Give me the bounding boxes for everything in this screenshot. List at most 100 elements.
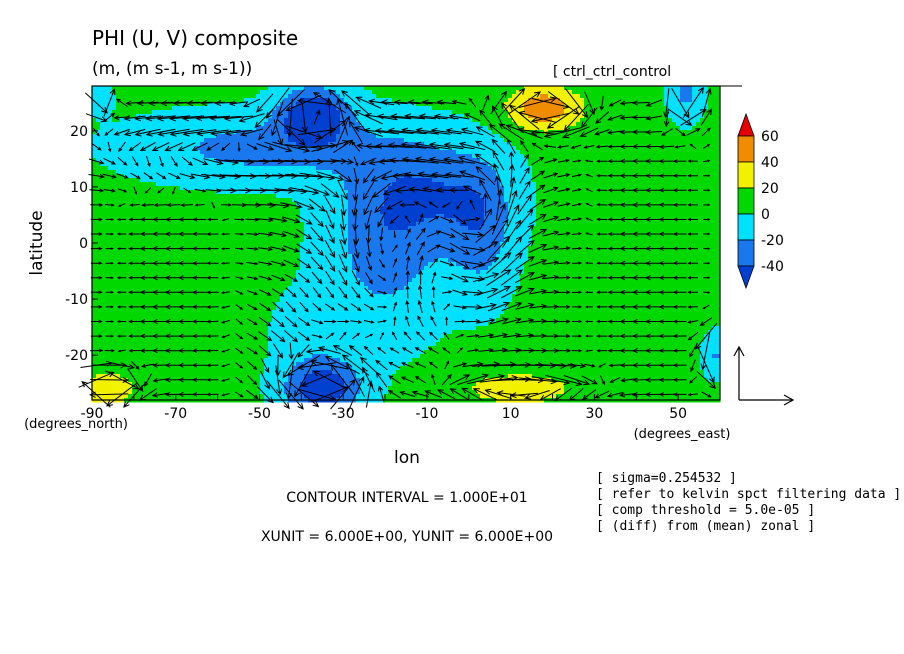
field-cell [120, 206, 125, 211]
field-cell [500, 138, 505, 143]
field-cell [660, 126, 665, 131]
field-cell [268, 106, 273, 111]
field-cell [320, 186, 325, 191]
field-cell [364, 194, 369, 199]
field-cell [640, 86, 645, 91]
field-cell [116, 182, 121, 187]
field-cell [428, 110, 433, 115]
field-cell [316, 150, 321, 155]
field-cell [612, 114, 617, 119]
field-cell [260, 102, 265, 107]
field-cell [300, 170, 305, 175]
field-cell [208, 118, 213, 123]
field-cell [232, 146, 237, 151]
field-cell [224, 122, 229, 127]
field-cell [704, 98, 709, 103]
field-cell [516, 98, 521, 103]
field-cell [276, 190, 281, 195]
field-cell [212, 162, 217, 167]
field-cell [680, 186, 685, 191]
field-cell [656, 178, 661, 183]
field-cell [352, 170, 357, 175]
field-cell [352, 206, 357, 211]
field-cell [96, 206, 101, 211]
field-cell [108, 102, 113, 107]
field-cell [268, 122, 273, 127]
field-cell [652, 202, 657, 207]
field-cell [456, 110, 461, 115]
field-cell [476, 134, 481, 139]
field-cell [492, 198, 497, 203]
field-cell [660, 182, 665, 187]
field-cell [268, 134, 273, 139]
field-cell [396, 198, 401, 203]
field-cell [136, 194, 141, 199]
field-cell [428, 182, 433, 187]
field-cell [664, 142, 669, 147]
field-cell [712, 182, 717, 187]
field-cell [568, 162, 573, 167]
field-cell [252, 154, 257, 159]
field-cell [160, 146, 165, 151]
field-cell [632, 150, 637, 155]
field-cell [112, 166, 117, 171]
field-cell [644, 154, 649, 159]
field-cell [148, 170, 153, 175]
field-cell [692, 110, 697, 115]
field-cell [604, 154, 609, 159]
field-cell [156, 90, 161, 95]
field-cell [632, 154, 637, 159]
field-cell [632, 138, 637, 143]
field-cell [272, 150, 277, 155]
field-cell [492, 202, 497, 207]
field-cell [260, 146, 265, 151]
field-cell [404, 202, 409, 207]
field-cell [168, 94, 173, 99]
field-cell [256, 102, 261, 107]
field-cell [140, 210, 145, 215]
field-cell [552, 98, 557, 103]
field-cell [172, 106, 177, 111]
field-cell [320, 150, 325, 155]
field-cell [208, 162, 213, 167]
field-cell [440, 178, 445, 183]
field-cell [560, 202, 565, 207]
field-cell [544, 186, 549, 191]
field-cell [500, 154, 505, 159]
field-cell [176, 126, 181, 131]
field-cell [544, 194, 549, 199]
field-cell [416, 206, 421, 211]
field-cell [688, 118, 693, 123]
field-cell [528, 130, 533, 135]
field-cell [96, 182, 101, 187]
field-cell [676, 102, 681, 107]
field-cell [688, 130, 693, 135]
field-cell [596, 146, 601, 151]
field-cell [624, 106, 629, 111]
field-cell [244, 110, 249, 115]
field-cell [576, 190, 581, 195]
field-cell [332, 190, 337, 195]
field-cell [600, 90, 605, 95]
field-cell [644, 98, 649, 103]
field-cell [116, 166, 121, 171]
field-cell [188, 206, 193, 211]
field-cell [140, 138, 145, 143]
field-cell [128, 178, 133, 183]
field-cell [116, 198, 121, 203]
field-cell [92, 98, 97, 103]
field-cell [460, 138, 465, 143]
field-cell [164, 182, 169, 187]
field-cell [332, 118, 337, 123]
field-cell [576, 186, 581, 191]
field-cell [304, 86, 309, 91]
field-cell [96, 86, 101, 91]
field-cell [624, 198, 629, 203]
field-cell [536, 210, 541, 215]
field-cell [676, 170, 681, 175]
field-cell [180, 174, 185, 179]
field-cell [232, 102, 237, 107]
field-cell [544, 154, 549, 159]
field-cell [512, 198, 517, 203]
field-cell [644, 166, 649, 171]
